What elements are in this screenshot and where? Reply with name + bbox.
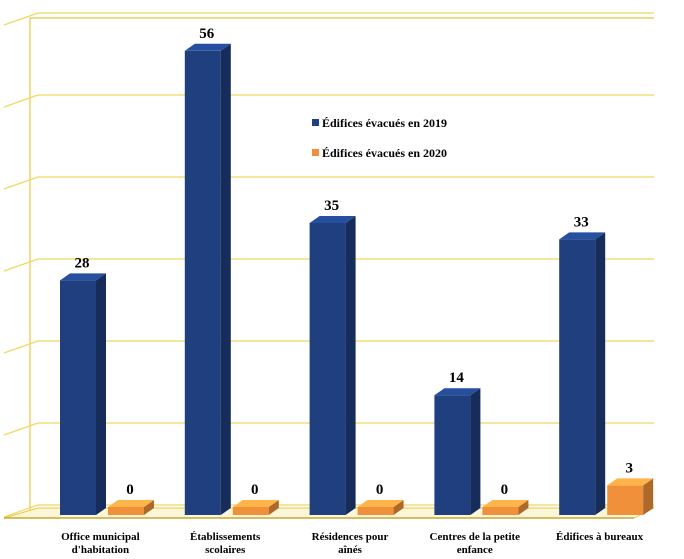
bar-2020-3-top (482, 500, 529, 507)
legend-label-2020: Édifices évacués en 2020 (322, 146, 447, 160)
bar-2020-1-top (232, 500, 279, 507)
bar-2020-1-front (232, 507, 269, 515)
bar-2019-1-side (220, 43, 231, 516)
bar-2020-2-top (357, 500, 404, 507)
bar-2019-3-side (470, 388, 481, 515)
category-labels: Office municipal d'habitation Établissemen… (61, 531, 644, 556)
bar-2019-2-top (309, 216, 356, 223)
bar-2020-0-side (144, 500, 154, 515)
bars (60, 43, 654, 516)
bar-2019-4-top (559, 232, 606, 240)
bar-2019-2-side (345, 216, 356, 515)
gridline-side (3, 12, 39, 26)
category-label-2: Résidences pour aînés (312, 531, 389, 556)
bar-2020-4-top (607, 478, 654, 486)
bar-2019-3 (434, 388, 481, 515)
legend-swatch-2020 (312, 149, 319, 156)
value-label-2020-4: 3 (625, 460, 633, 476)
bar-2020-0 (108, 500, 154, 515)
value-label-2020-3: 0 (501, 482, 509, 498)
value-label-2020-1: 0 (251, 482, 259, 498)
bar-2020-3-front (482, 507, 519, 515)
bar-2020-1 (232, 500, 279, 515)
bar-2020-1-side (268, 500, 279, 515)
value-label-2019-2: 35 (324, 198, 339, 214)
bar-2019-3-front (434, 395, 471, 515)
legend-label-2019: Édifices évacués en 2019 (322, 116, 447, 130)
chart-back-wall (29, 17, 654, 510)
gridline-side (3, 340, 39, 354)
bar-2020-4 (607, 478, 654, 515)
bar-2019-1 (184, 43, 231, 516)
bar-2019-4-side (595, 232, 606, 515)
bar-2020-3-side (518, 500, 529, 515)
bar-2019-4 (559, 232, 606, 515)
bar-2020-3 (482, 500, 529, 515)
category-label-4: Édifices à bureaux (556, 531, 644, 543)
value-label-2019-1: 56 (199, 26, 215, 42)
bar-2020-0-top (108, 500, 154, 507)
value-label-2019-4: 33 (574, 214, 589, 230)
bar-2019-0-side (96, 273, 106, 515)
value-label-2020-0: 0 (126, 482, 134, 498)
bar-2020-2-side (393, 500, 404, 515)
value-label-2020-2: 0 (376, 482, 384, 498)
back-wall-edge (29, 17, 654, 510)
value-label-2019-3: 14 (449, 370, 465, 386)
bar-2019-2-front (309, 223, 346, 515)
bar-2019-0-top (60, 273, 106, 281)
bar-2019-0-front (60, 280, 96, 515)
category-label-3: Centres de la petite enfance (430, 531, 521, 556)
bar-2019-0 (60, 273, 106, 515)
legend: Édifices évacués en 2019 Édifices évacué… (312, 116, 447, 160)
category-label-1: Établissements scolaires (190, 531, 261, 556)
gridline-side (3, 176, 39, 190)
bar-2020-0-front (108, 507, 144, 515)
gridline-side (3, 258, 39, 272)
legend-swatch-2019 (312, 119, 319, 126)
gridline-side (3, 504, 39, 518)
gridline-side (3, 94, 39, 108)
bar-2019-4-front (559, 239, 596, 515)
category-label-0: Office municipal d'habitation (61, 531, 140, 556)
bar-2019-1-top (184, 43, 231, 51)
bar-2019-3-top (434, 388, 481, 396)
gridline-side (3, 422, 39, 436)
bar-2020-2 (357, 500, 404, 515)
bar-2020-4-side (643, 478, 654, 515)
value-label-2019-0: 28 (75, 255, 90, 271)
bar-2020-2-front (357, 507, 394, 515)
bar-2020-4-front (607, 485, 644, 515)
bar-2019-1-front (184, 50, 221, 516)
bar-2019-2 (309, 216, 356, 515)
